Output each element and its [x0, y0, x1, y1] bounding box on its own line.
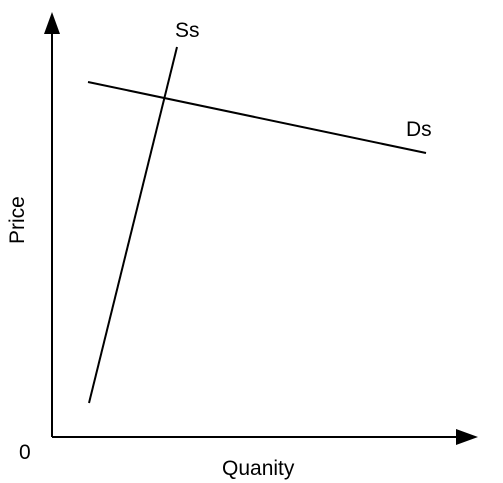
- origin-label: 0: [19, 441, 31, 464]
- y-axis-arrow-icon: [44, 12, 60, 34]
- supply-curve-label: Ss: [175, 19, 200, 42]
- demand-curve: [87, 81, 427, 154]
- y-axis-label: Price: [6, 196, 29, 244]
- x-axis-label: Quanity: [222, 457, 295, 480]
- demand-curve-label: Ds: [406, 118, 432, 141]
- supply-curve: [88, 46, 178, 404]
- x-axis-arrow-icon: [456, 429, 478, 445]
